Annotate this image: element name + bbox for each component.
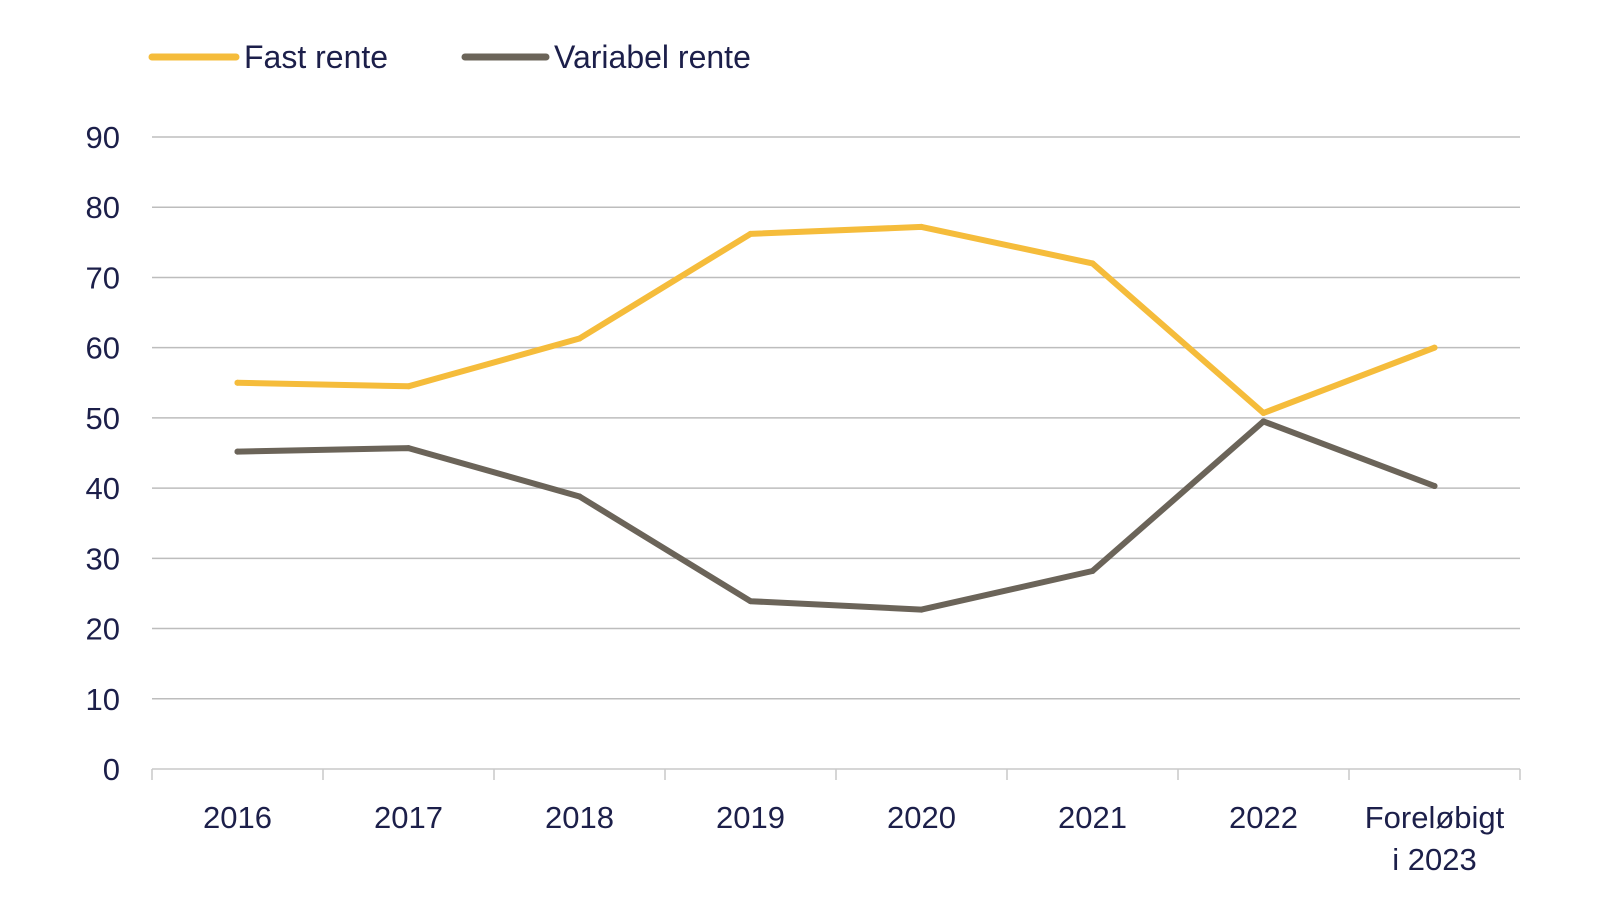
legend-label: Fast rente (244, 39, 388, 75)
legend: Fast rente Variabel rente (148, 39, 751, 75)
data-point (747, 598, 754, 605)
legend-label: Variabel rente (554, 39, 751, 75)
series-line-fast-rente (234, 223, 1438, 416)
data-point (234, 379, 241, 386)
y-tick-label: 50 (86, 401, 120, 436)
x-tick-label: Foreløbigt (1365, 800, 1505, 835)
y-axis-ticks: 0 10 20 30 40 50 60 70 80 90 (86, 120, 120, 787)
data-point (918, 606, 925, 613)
y-tick-label: 40 (86, 471, 120, 506)
x-axis (151, 768, 1521, 780)
data-point (918, 223, 925, 230)
data-point (1260, 418, 1267, 425)
legend-item-variabel-rente: Variabel rente (461, 39, 751, 75)
y-tick-label: 30 (86, 541, 120, 576)
x-tick-label: 2019 (716, 800, 785, 835)
x-tick-label: 2021 (1058, 800, 1127, 835)
data-point (405, 445, 412, 452)
y-tick-label: 20 (86, 612, 120, 647)
y-tick-label: 60 (86, 331, 120, 366)
data-point (234, 448, 241, 455)
data-point (1260, 409, 1267, 416)
x-tick-label: 2022 (1229, 800, 1298, 835)
series-lines (234, 223, 1438, 613)
x-tick-label: 2020 (887, 800, 956, 835)
legend-item-fast-rente: Fast rente (148, 39, 388, 75)
x-tick-label: 2017 (374, 800, 443, 835)
y-tick-label: 70 (86, 260, 120, 295)
y-tick-label: 90 (86, 120, 120, 155)
data-point (1089, 260, 1096, 267)
y-tick-label: 0 (103, 752, 120, 787)
data-point (747, 230, 754, 237)
data-point (576, 335, 583, 342)
data-point (1431, 483, 1438, 490)
series-line-variabel-rente (234, 418, 1438, 613)
y-tick-label: 80 (86, 190, 120, 225)
data-point (1089, 567, 1096, 574)
gridlines (152, 136, 1520, 700)
y-tick-label: 10 (86, 682, 120, 717)
data-point (1431, 344, 1438, 351)
data-point (576, 493, 583, 500)
x-tick-label: 2016 (203, 800, 272, 835)
x-axis-ticks: 2016 2017 2018 2019 2020 2021 2022 Foreløbigt i … (203, 800, 1505, 877)
x-tick-label: i 2023 (1392, 842, 1476, 877)
x-tick-label: 2018 (545, 800, 614, 835)
data-point (405, 383, 412, 390)
